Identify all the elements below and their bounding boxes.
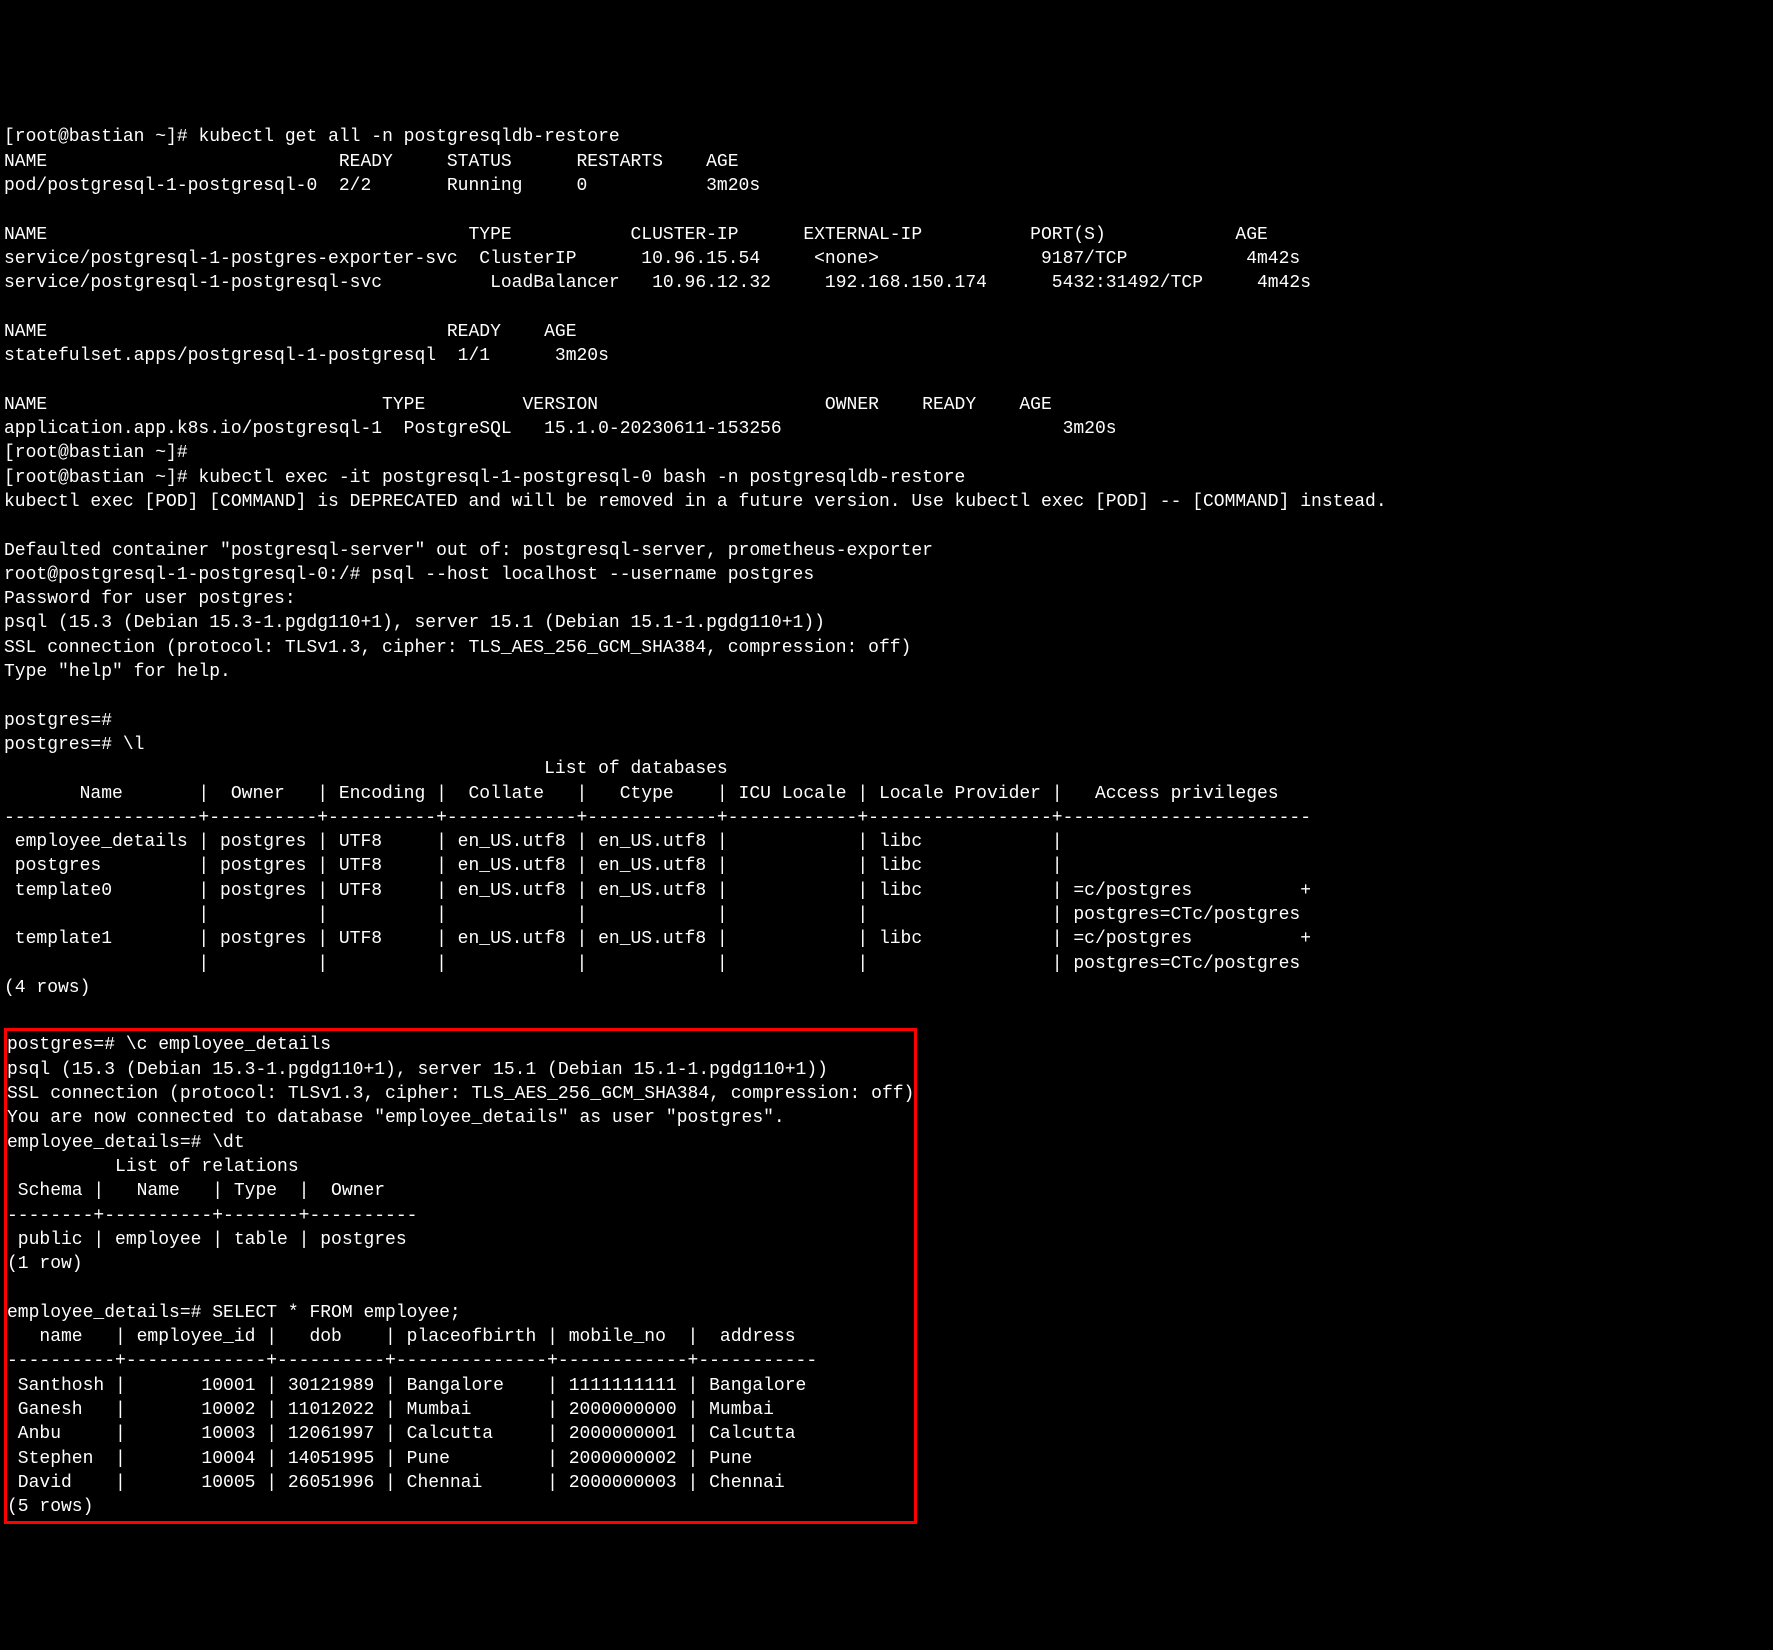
ssl-connection: SSL connection (protocol: TLSv1.3, ciphe… (7, 1084, 914, 1104)
employee-sep: ----------+-------------+----------+----… (7, 1351, 817, 1371)
db-list-title: List of databases (4, 759, 728, 779)
db-row-count: (4 rows) (4, 978, 90, 998)
service-row: service/postgresql-1-postgres-exporter-s… (4, 249, 1300, 269)
db-header: Name | Owner | Encoding | Collate | Ctyp… (4, 784, 1279, 804)
db-row: | | | | | | | postgres=CTc/postgres (4, 905, 1300, 925)
db-separator: ------------------+----------+----------… (4, 808, 1311, 828)
relations-sep: --------+----------+-------+---------- (7, 1206, 417, 1226)
relations-row: public | employee | table | postgres (7, 1230, 407, 1250)
employee-row: David | 10005 | 26051996 | Chennai | 200… (7, 1473, 785, 1493)
relations-count: (1 row) (7, 1254, 83, 1274)
statefulset-row: statefulset.apps/postgresql-1-postgresql… (4, 346, 609, 366)
dt-cmd: employee_details=# \dt (7, 1133, 245, 1153)
application-header: NAME TYPE VERSION OWNER READY AGE (4, 395, 1052, 415)
list-databases-cmd: postgres=# \l (4, 735, 144, 755)
pod-row: pod/postgresql-1-postgresql-0 2/2 Runnin… (4, 176, 760, 196)
terminal-window[interactable]: [root@bastian ~]# kubectl get all -n pos… (0, 121, 1773, 1528)
connect-cmd: postgres=# \c employee_details (7, 1035, 331, 1055)
prompt: [root@bastian ~]# kubectl get all -n pos… (4, 127, 620, 147)
service-row: service/postgresql-1-postgresql-svc Load… (4, 273, 1311, 293)
ssl-connection: SSL connection (protocol: TLSv1.3, ciphe… (4, 638, 911, 658)
psql-version: psql (15.3 (Debian 15.3-1.pgdg110+1), se… (7, 1060, 828, 1080)
employee-row: Ganesh | 10002 | 11012022 | Mumbai | 200… (7, 1400, 774, 1420)
db-row: | | | | | | | postgres=CTc/postgres (4, 954, 1300, 974)
prompt-empty: [root@bastian ~]# (4, 443, 188, 463)
defaulted-container: Defaulted container "postgresql-server" … (4, 541, 933, 561)
db-row: employee_details | postgres | UTF8 | en_… (4, 832, 1063, 852)
pods-header: NAME READY STATUS RESTARTS AGE (4, 152, 739, 172)
employee-header: name | employee_id | dob | placeofbirth … (7, 1327, 796, 1347)
relations-title: List of relations (7, 1157, 299, 1177)
services-header: NAME TYPE CLUSTER-IP EXTERNAL-IP PORT(S)… (4, 225, 1268, 245)
connected-msg: You are now connected to database "emplo… (7, 1108, 785, 1128)
application-row: application.app.k8s.io/postgresql-1 Post… (4, 419, 1117, 439)
employee-count: (5 rows) (7, 1497, 93, 1517)
db-row: template0 | postgres | UTF8 | en_US.utf8… (4, 881, 1311, 901)
highlighted-region: postgres=# \c employee_details psql (15.… (4, 1028, 917, 1524)
db-row: template1 | postgres | UTF8 | en_US.utf8… (4, 929, 1311, 949)
employee-row: Anbu | 10003 | 12061997 | Calcutta | 200… (7, 1424, 796, 1444)
deprecated-warning: kubectl exec [POD] [COMMAND] is DEPRECAT… (4, 492, 1387, 512)
help-hint: Type "help" for help. (4, 662, 231, 682)
postgres-prompt: postgres=# (4, 711, 112, 731)
employee-row: Stephen | 10004 | 14051995 | Pune | 2000… (7, 1449, 752, 1469)
select-cmd: employee_details=# SELECT * FROM employe… (7, 1303, 461, 1323)
psql-version: psql (15.3 (Debian 15.3-1.pgdg110+1), se… (4, 613, 825, 633)
db-row: postgres | postgres | UTF8 | en_US.utf8 … (4, 856, 1063, 876)
relations-header: Schema | Name | Type | Owner (7, 1181, 385, 1201)
statefulset-header: NAME READY AGE (4, 322, 577, 342)
exec-command: [root@bastian ~]# kubectl exec -it postg… (4, 468, 965, 488)
password-prompt: Password for user postgres: (4, 589, 296, 609)
employee-row: Santhosh | 10001 | 30121989 | Bangalore … (7, 1376, 806, 1396)
psql-command: root@postgresql-1-postgresql-0:/# psql -… (4, 565, 814, 585)
